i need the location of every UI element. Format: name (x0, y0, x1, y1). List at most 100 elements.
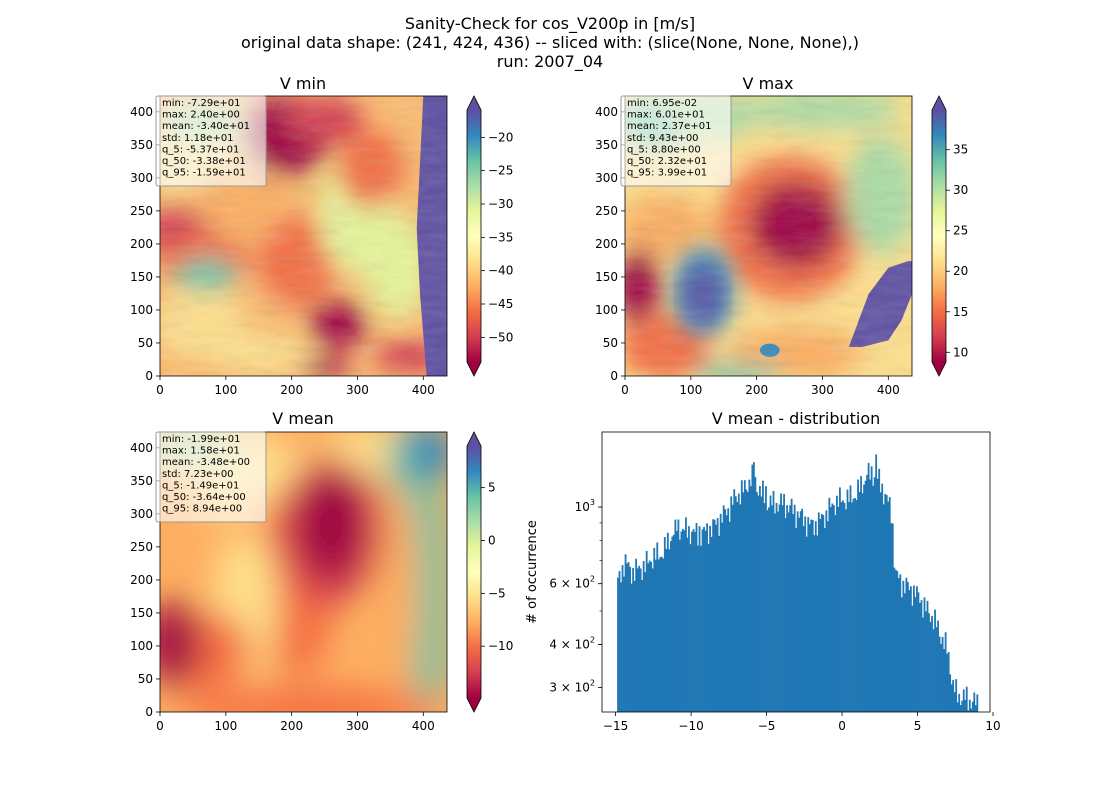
colorbar-outline (931, 95, 947, 377)
y-tick-label: 4 × 102 (549, 635, 595, 651)
histogram-bar (826, 521, 829, 712)
y-tick-label: 3 × 102 (549, 679, 595, 695)
histogram-bar (737, 493, 740, 712)
panel-v-max-colorbar: 10 15 20 25 30 35 (931, 95, 968, 377)
colorbar-gradient (467, 110, 481, 362)
histogram-bar (713, 519, 716, 712)
colorbar-extend-min (467, 362, 481, 376)
y-tick-label: 200 (130, 573, 153, 587)
histogram-bar (650, 561, 653, 712)
histogram-bar (700, 545, 702, 712)
stats-box (155, 95, 267, 187)
histogram-bar (763, 503, 766, 712)
x-tick-label: 400 (412, 719, 435, 733)
panel-v-max-frame (624, 95, 913, 377)
histogram-bar (654, 559, 657, 712)
colorbar-outline (466, 431, 482, 713)
histogram-bar (869, 479, 872, 712)
stats-line: min: -1.99e+01 (162, 434, 241, 445)
stats-line: q_50: -3.38e+01 (162, 156, 246, 167)
histogram-bar (743, 480, 746, 712)
histogram-bar (715, 524, 718, 712)
histogram-bar (814, 521, 817, 712)
histogram-bar (911, 605, 914, 712)
histogram-bar (728, 521, 731, 712)
histogram-bar (836, 495, 838, 712)
histogram-bar (851, 502, 853, 712)
x-tick-label: 0 (156, 383, 164, 397)
panel-v-mean-title: V mean (272, 409, 333, 428)
histogram-bar (669, 541, 672, 712)
colorbar-extend-min (467, 698, 481, 712)
y-tick-label: 200 (130, 237, 153, 251)
histogram-bar (903, 593, 906, 712)
stats-box (155, 431, 267, 523)
stats-line: q_50: -3.64e+00 (162, 492, 246, 503)
histogram-bar (843, 502, 846, 712)
y-tick-label: 400 (130, 441, 153, 455)
histogram-bar (734, 496, 737, 712)
histogram-bar (884, 493, 887, 712)
histogram-bar (932, 629, 935, 712)
histogram-bar (845, 509, 847, 712)
stats-line: q_95: 3.99e+01 (627, 168, 707, 179)
histogram-bar (947, 651, 950, 712)
histogram-bar (964, 699, 967, 712)
histogram-bar (962, 689, 965, 712)
histogram-bar (783, 493, 785, 712)
panel-v-max-title: V max (743, 74, 794, 93)
histogram-bar (810, 519, 813, 712)
histogram-bar (675, 530, 678, 712)
histogram-bar (704, 530, 707, 712)
panel-v-mean-axes: 0 100 200 300 400 0 50 100 150 200 250 300 350 400 (130, 441, 435, 733)
colorbar-tick-label: −20 (488, 130, 513, 144)
y-tick-label: 350 (130, 138, 153, 152)
histogram-bar (629, 566, 631, 712)
blob (298, 471, 365, 578)
x-tick-label: 0 (621, 383, 629, 397)
histogram-bar (959, 705, 962, 712)
histogram-bar (913, 585, 915, 712)
panel-v-min-title: V min (280, 74, 326, 93)
histogram-bar (832, 505, 835, 712)
histogram-bar (897, 577, 900, 712)
histogram-ylabel: # of occurrence (525, 520, 540, 624)
stats-line: std: 7.23e+00 (162, 469, 234, 480)
figure-title-line-1: Sanity-Check for cos_V200p in [m/s] (404, 14, 696, 33)
histogram-bar (914, 597, 917, 712)
histogram-bar (890, 523, 893, 712)
histogram-bar (888, 497, 891, 712)
histogram-bar (692, 529, 695, 712)
histogram-bar (817, 512, 820, 712)
histogram-bar (934, 609, 936, 712)
stats-line: std: 9.43e+00 (627, 133, 699, 144)
panel-v-max-axes: 0 100 200 300 400 0 50 100 150 200 250 300 350 400 (595, 105, 900, 397)
colorbar-extend-min (932, 362, 946, 376)
histogram-bar (790, 498, 793, 712)
histogram-bar (647, 563, 650, 712)
histogram-bar (621, 565, 624, 712)
colorbar-extend-max (467, 432, 481, 446)
histogram-bar (967, 710, 970, 712)
colorbar-extend-max (467, 96, 481, 110)
histogram-bar (682, 528, 684, 712)
colorbar-tick-label: 0 (488, 534, 496, 548)
panel-v-mean-distribution: V mean - distribution −15 −10 −5 0 5 10 3 × 10… (525, 409, 1001, 733)
histogram-bar (638, 565, 641, 712)
y-tick-label: 250 (130, 204, 153, 218)
panel-v-min: V min (130, 74, 513, 397)
histogram-bar (698, 526, 701, 712)
y-tick-label: 100 (595, 303, 618, 317)
histogram-bar (759, 485, 761, 712)
histogram-bar (774, 513, 776, 712)
histogram-bar (665, 548, 668, 712)
y-tick-label: 50 (138, 672, 153, 686)
histogram-bar (671, 536, 674, 712)
histogram-bar (807, 517, 810, 712)
histogram-bar (716, 518, 719, 712)
histogram-bar (879, 492, 882, 712)
histogram-bar (706, 523, 708, 712)
histogram-bar (775, 502, 778, 712)
